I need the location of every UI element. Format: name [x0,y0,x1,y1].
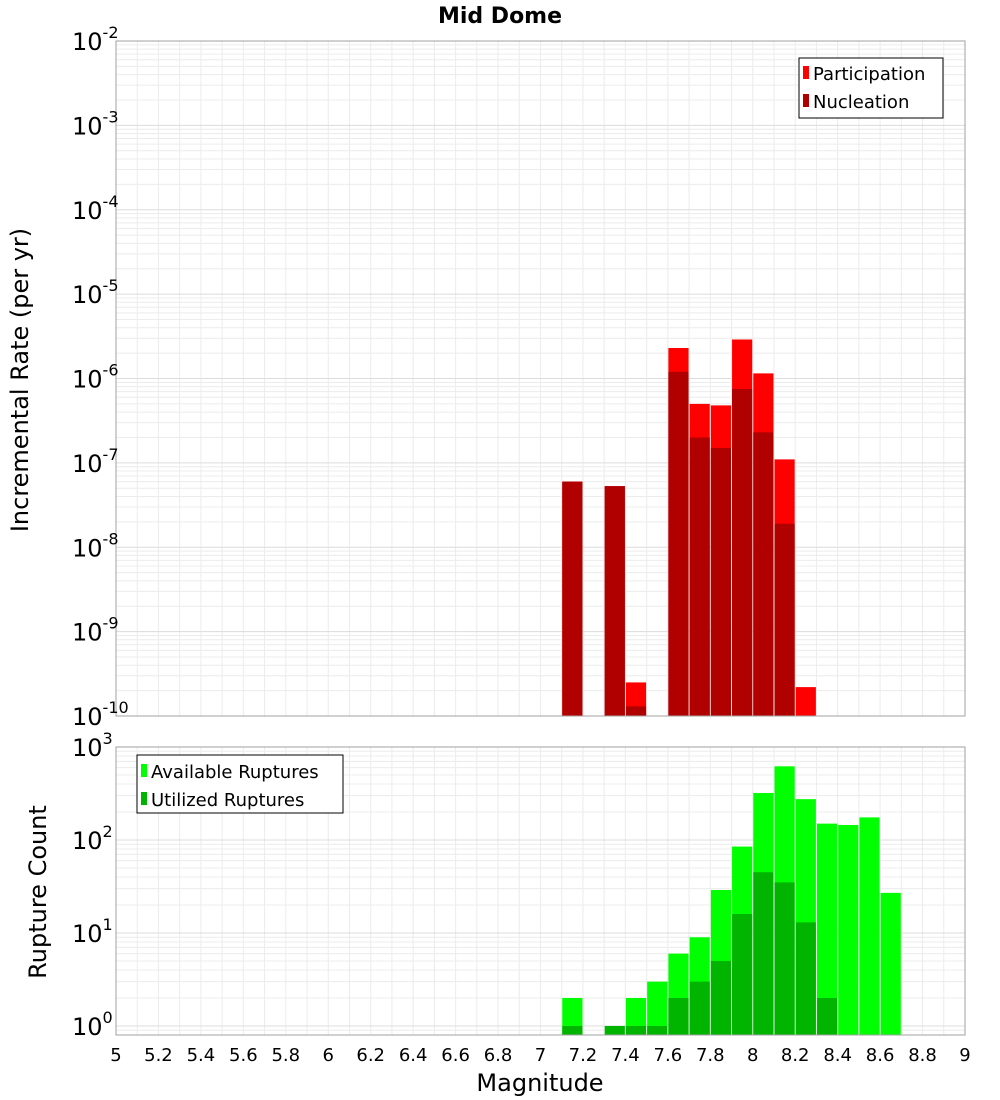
bar-available-ruptures [859,817,880,1035]
x-tick-label: 8 [747,1045,758,1066]
bar-nucleation [625,706,647,716]
top-bars [562,339,816,716]
bar-nucleation [753,432,774,716]
bottom-legend-box [136,754,344,814]
bar-utilized-ruptures [689,981,710,1035]
top-y-tick-labels: 10-2 10-3 10-4 10-5 10-6 10-7 10-8 10-9 10-10 [72,23,129,731]
bar-nucleation [689,437,710,716]
legend-label: Nucleation [813,92,909,113]
y-tick-label: 10-4 [72,192,119,225]
x-tick-label: 8.4 [823,1045,852,1066]
bar-utilized-ruptures [710,960,731,1035]
bottom-y-tick-labels: 103 102 101 100 [72,729,113,1041]
bottom-plot-border [115,746,966,1036]
top-plot-border [115,40,966,717]
y-tick-label: 10-2 [72,23,119,56]
x-tick-label: 6.8 [484,1045,513,1066]
bar-utilized-ruptures [795,922,816,1035]
y-tick-label: 10-6 [72,361,119,394]
rupture-count-panel: 103 102 101 100 Rupture Count Available Rup… [24,729,971,1097]
x-tick-label: 9 [959,1045,970,1066]
y-tick-label: 103 [72,729,113,762]
bar-utilized-ruptures [625,1025,647,1035]
incremental-rate-panel: 10-2 10-3 10-4 10-5 10-6 10-7 10-8 10-9 10-10 In… [6,23,966,731]
x-tick-label: 8.6 [866,1045,895,1066]
legend-swatch [803,66,809,79]
bar-utilized-ruptures [668,997,689,1035]
x-axis-title: Magnitude [476,1069,603,1097]
x-tick-label: 5.6 [229,1045,258,1066]
y-tick-label: 10-3 [72,107,119,140]
bar-nucleation [710,448,731,716]
legend-label: Utilized Ruptures [151,790,304,811]
legend-swatch [803,94,809,107]
y-tick-label: 101 [72,915,113,948]
x-tick-label: 5.4 [187,1045,216,1066]
legend-swatch [141,792,147,805]
top-legend-box [798,57,944,119]
legend-label: Participation [813,64,925,85]
x-tick-label: 6 [323,1045,334,1066]
x-tick-label: 7.8 [696,1045,725,1066]
top-legend: Participation Nucleation [798,57,944,119]
legend-swatch [141,764,147,777]
bar-utilized-ruptures [732,914,753,1035]
bar-utilized-ruptures [604,1025,625,1035]
bar-available-ruptures [647,981,668,1035]
x-tick-label: 6.4 [399,1045,428,1066]
bar-available-ruptures [816,823,838,1035]
x-tick-label: 8.2 [781,1045,810,1066]
x-tick-label: 7.2 [569,1045,598,1066]
bar-available-ruptures [838,824,859,1035]
bar-utilized-ruptures [647,1025,668,1035]
y-tick-label: 10-5 [72,276,119,309]
bar-nucleation [732,389,753,716]
x-tick-labels: 5 5.2 5.4 5.6 5.8 6 6.2 6.4 6.6 6.8 7 7.2 7.4 7.6 7.8 8… [110,1045,970,1066]
x-tick-label: 8.8 [908,1045,937,1066]
bar-utilized-ruptures [562,1025,583,1035]
y-tick-label: 10-8 [72,529,119,562]
y-tick-label: 10-10 [72,698,129,731]
top-y-axis-title: Incremental Rate (per yr) [6,228,34,532]
bar-utilized-ruptures [753,872,774,1035]
bottom-legend: Available Ruptures Utilized Ruptures [136,754,344,814]
legend-label: Available Ruptures [151,762,319,783]
bar-nucleation [604,486,625,716]
bar-available-ruptures [880,892,901,1035]
bar-nucleation [668,371,689,716]
x-tick-label: 7.4 [611,1045,640,1066]
x-tick-label: 7 [535,1045,546,1066]
bar-nucleation [774,523,795,716]
chart-title: Mid Dome [438,4,562,29]
y-tick-label: 100 [72,1008,113,1041]
y-tick-label: 102 [72,822,113,855]
bottom-y-axis-title: Rupture Count [24,805,52,979]
bar-nucleation [562,481,583,716]
y-tick-label: 10-9 [72,614,119,647]
bar-participation [795,687,816,716]
bar-utilized-ruptures [774,882,795,1035]
x-tick-label: 7.6 [654,1045,683,1066]
bar-available-ruptures [562,997,583,1035]
y-tick-label: 10-7 [72,445,119,478]
top-grid [115,41,966,717]
x-tick-label: 5.8 [271,1045,300,1066]
bar-available-ruptures [625,997,647,1035]
x-tick-label: 5 [110,1045,121,1066]
bottom-bars [562,766,901,1035]
x-tick-label: 6.2 [356,1045,385,1066]
bar-utilized-ruptures [816,997,838,1035]
x-tick-label: 6.6 [441,1045,470,1066]
x-tick-label: 5.2 [144,1045,173,1066]
